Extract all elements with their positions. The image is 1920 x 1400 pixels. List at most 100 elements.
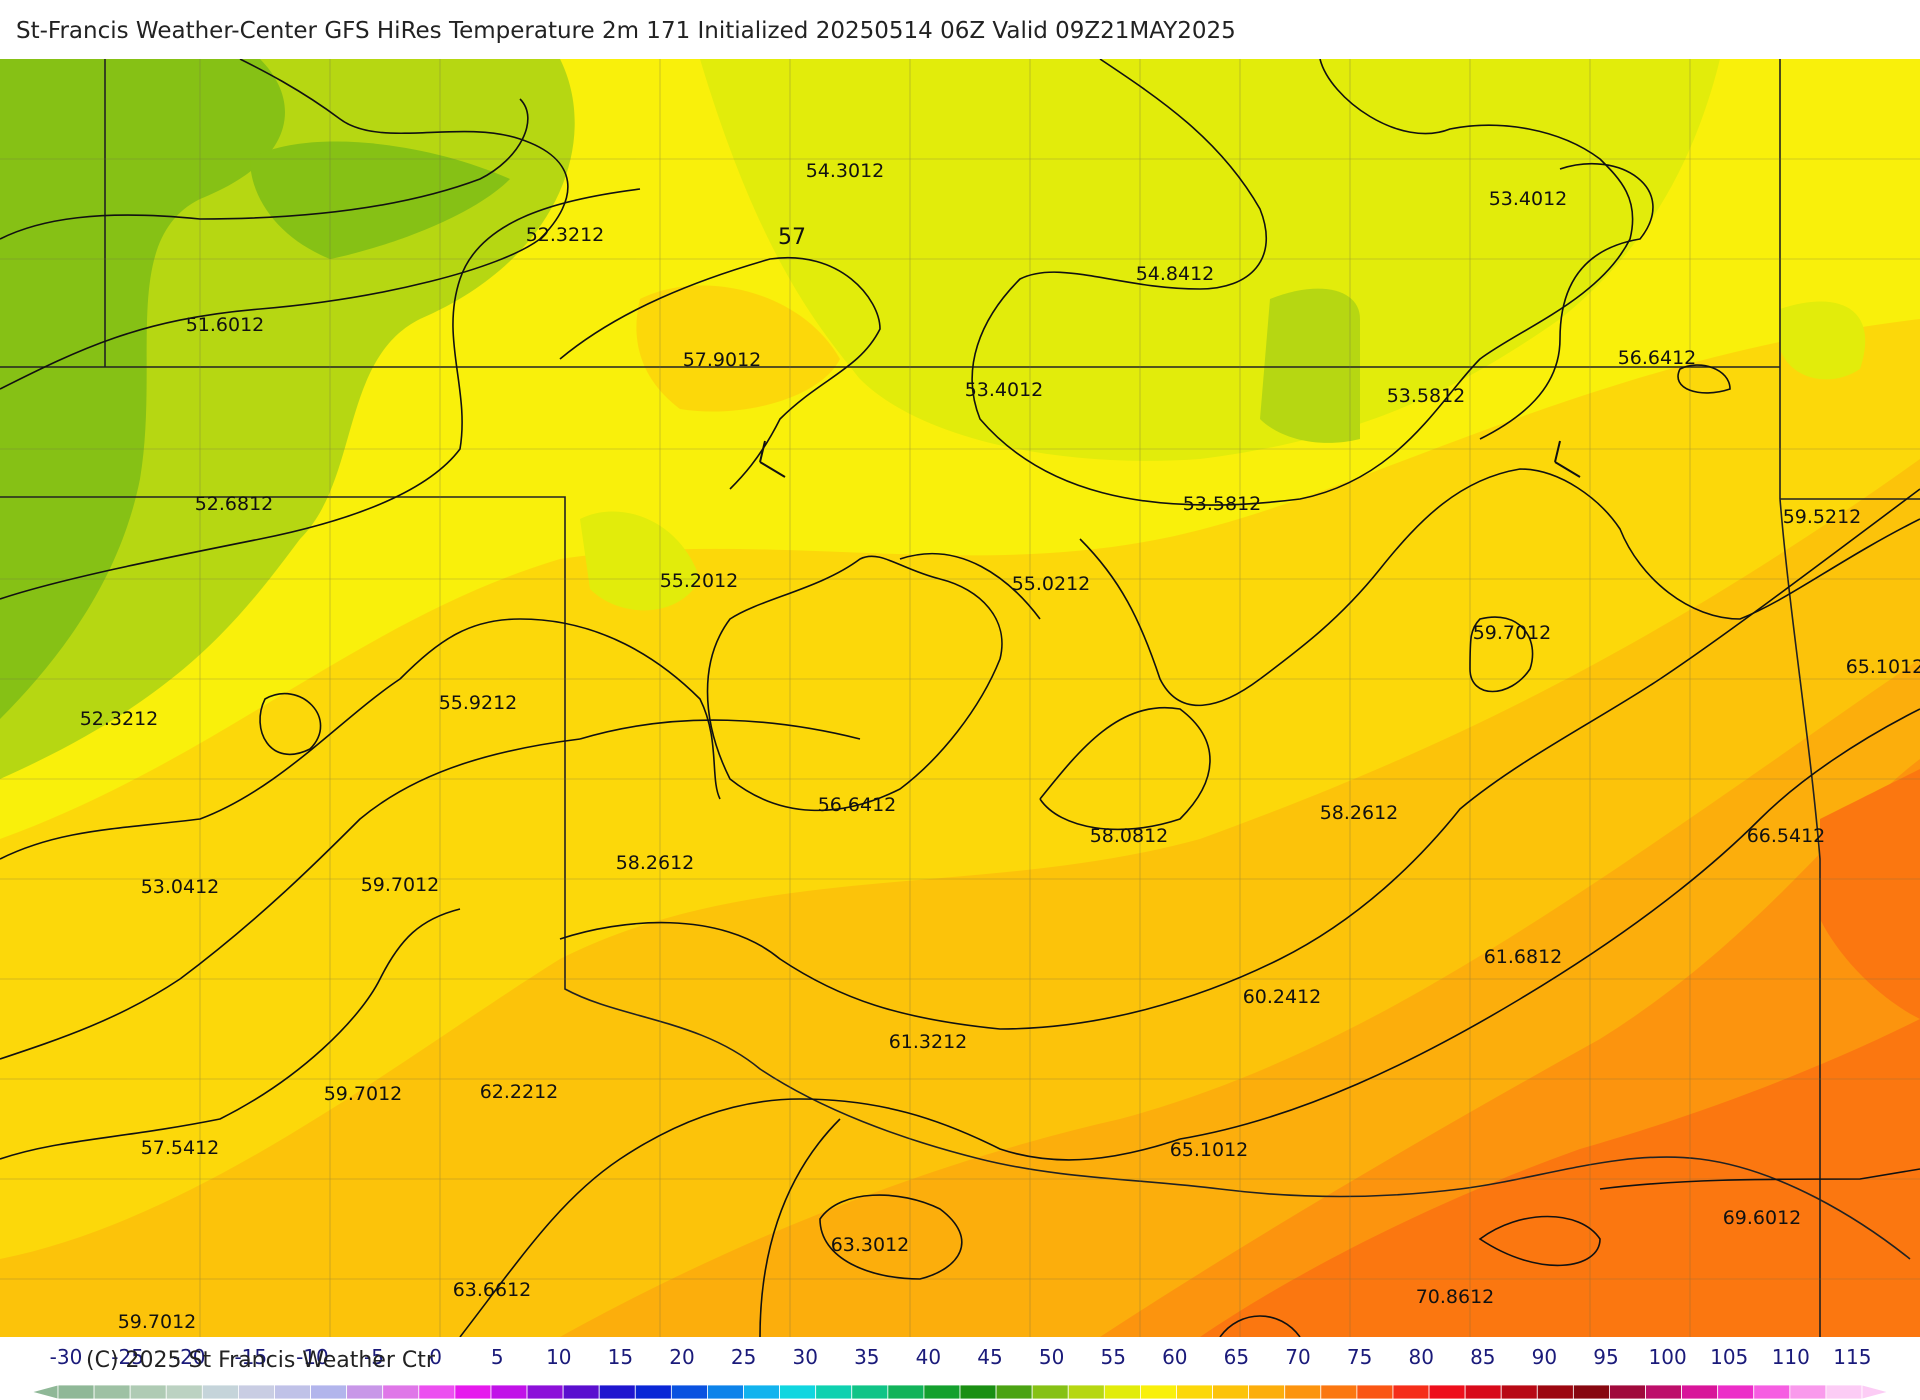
station-value: 58.0812 xyxy=(1090,825,1169,847)
colorbar-swatch xyxy=(93,1384,131,1400)
station-value: 51.6012 xyxy=(186,314,265,336)
county-lines xyxy=(0,59,1920,1337)
wind-barbs xyxy=(759,440,1581,478)
colorbar-swatch xyxy=(707,1384,744,1400)
colorbar-swatch xyxy=(129,1384,167,1400)
station-value: 62.2212 xyxy=(480,1081,559,1103)
station-value: 69.6012 xyxy=(1723,1207,1802,1229)
station-value: 70.8612 xyxy=(1416,1286,1495,1308)
colorbar-swatch xyxy=(454,1384,492,1400)
colorbar-swatch xyxy=(57,1384,95,1400)
colorbar-swatch xyxy=(310,1384,348,1400)
station-value: 53.5812 xyxy=(1183,493,1262,515)
station-value: 54.3012 xyxy=(806,160,885,182)
colorbar-swatch xyxy=(237,1384,275,1400)
colorbar-tick-label: 0 xyxy=(429,1345,442,1369)
colorbar-swatch xyxy=(201,1384,239,1400)
station-value: 65.1012 xyxy=(1846,656,1920,678)
station-value: 57.9012 xyxy=(683,349,762,371)
colorbar-tick-label: 15 xyxy=(608,1345,633,1369)
station-value: 56.6412 xyxy=(1618,347,1697,369)
station-value: 59.7012 xyxy=(1473,622,1552,644)
station-value: 59.7012 xyxy=(118,1311,197,1333)
colorbar-tick-label: 85 xyxy=(1470,1345,1495,1369)
colorbar-swatch xyxy=(1067,1384,1105,1400)
colorbar-swatch xyxy=(274,1384,311,1400)
colorbar-tick-label: 50 xyxy=(1039,1345,1064,1369)
colorbar-swatch xyxy=(165,1384,203,1400)
station-value: 58.2612 xyxy=(616,852,695,874)
colorbar-tick-label: 55 xyxy=(1100,1345,1125,1369)
station-value: 55.2012 xyxy=(660,570,739,592)
colorbar-tick-label: 100 xyxy=(1649,1345,1687,1369)
colorbar-tick-label: 110 xyxy=(1772,1345,1810,1369)
colorbar-swatch xyxy=(1536,1384,1574,1400)
colorbar-swatch xyxy=(743,1384,781,1400)
state-borders xyxy=(0,59,1920,1337)
colorbar-swatch xyxy=(851,1384,889,1400)
colorbar-swatch xyxy=(815,1384,853,1400)
station-value: 66.5412 xyxy=(1747,825,1826,847)
colorbar-swatch xyxy=(346,1384,384,1400)
station-value: 65.1012 xyxy=(1170,1139,1249,1161)
colorbar-swatch xyxy=(1356,1384,1394,1400)
station-value: 60.2412 xyxy=(1243,986,1322,1008)
colorbar-tick-label: 105 xyxy=(1710,1345,1748,1369)
station-value: 56.6412 xyxy=(818,794,897,816)
colorbar-tick-label: 90 xyxy=(1532,1345,1557,1369)
colorbar-swatch xyxy=(1176,1384,1213,1400)
colorbar-swatch xyxy=(959,1384,997,1400)
colorbar-swatch xyxy=(1753,1384,1791,1400)
station-value: 59.7012 xyxy=(324,1083,403,1105)
colorbar-swatch xyxy=(1320,1384,1358,1400)
colorbar-tick-label: 25 xyxy=(731,1345,756,1369)
map-title: St-Francis Weather-Center GFS HiRes Temp… xyxy=(16,18,1236,44)
colorbar-swatch xyxy=(418,1384,456,1400)
contour-label: 57 xyxy=(778,225,806,250)
colorbar-swatch xyxy=(1428,1384,1466,1400)
colorbar-swatch xyxy=(382,1384,420,1400)
station-value: 61.3212 xyxy=(889,1031,968,1053)
isotherm-contours xyxy=(0,59,1920,1337)
copyright-notice: (C) 2025 St Francis Weather Ctr xyxy=(86,1348,435,1373)
colorbar-swatch xyxy=(1825,1384,1863,1400)
station-value: 52.3212 xyxy=(526,224,605,246)
colorbar-tick-label: 30 xyxy=(792,1345,817,1369)
colorbar-tick-label: 75 xyxy=(1347,1345,1372,1369)
colorbar-tick-label: 115 xyxy=(1833,1345,1871,1369)
colorbar-swatch xyxy=(779,1384,817,1400)
colorbar-swatch xyxy=(1681,1384,1719,1400)
colorbar-swatch xyxy=(1140,1384,1177,1400)
station-labels: 54.3012 53.4012 52.3212 54.8412 51.6012 … xyxy=(80,160,1920,1333)
colorbar-swatch xyxy=(1031,1384,1069,1400)
colorbar-tick-label: -25 xyxy=(111,1345,144,1369)
temperature-fill xyxy=(0,59,1920,1337)
colorbar-min-arrow xyxy=(30,1384,59,1400)
colorbar-swatch xyxy=(1248,1384,1286,1400)
station-value: 53.4012 xyxy=(1489,188,1568,210)
station-value: 53.0412 xyxy=(141,876,220,898)
colorbar-swatches xyxy=(30,1384,1890,1400)
station-value: 55.0212 xyxy=(1012,573,1091,595)
station-value: 53.5812 xyxy=(1387,385,1466,407)
colorbar-swatch xyxy=(634,1384,672,1400)
colorbar-tick-label: -5 xyxy=(364,1345,384,1369)
station-value: 52.6812 xyxy=(195,493,274,515)
station-value: 52.3212 xyxy=(80,708,159,730)
colorbar-swatch xyxy=(1789,1384,1827,1400)
station-value: 59.7012 xyxy=(361,874,440,896)
colorbar-swatch xyxy=(995,1384,1033,1400)
temperature-colorbar: -30 -25 -20 -15 -10 -5 0 5 10 15 20 25 30 35 40 45 50 55 6… xyxy=(30,1345,1890,1400)
colorbar-tick-labels: -30 -25 -20 -15 -10 -5 0 5 10 15 20 25 30 35 40 45 50 55 6… xyxy=(50,1345,1872,1369)
colorbar-swatch xyxy=(887,1384,925,1400)
colorbar-swatch xyxy=(1212,1384,1250,1400)
colorbar-tick-label: 5 xyxy=(491,1345,504,1369)
colorbar-swatch xyxy=(1572,1384,1610,1400)
colorbar-tick-label: 65 xyxy=(1224,1345,1249,1369)
colorbar-tick-label: -15 xyxy=(234,1345,267,1369)
station-value: 53.4012 xyxy=(965,379,1044,401)
colorbar-swatch xyxy=(1717,1384,1755,1400)
colorbar-tick-label: 70 xyxy=(1285,1345,1310,1369)
colorbar-tick-label: -20 xyxy=(173,1345,206,1369)
colorbar-swatch xyxy=(923,1384,961,1400)
